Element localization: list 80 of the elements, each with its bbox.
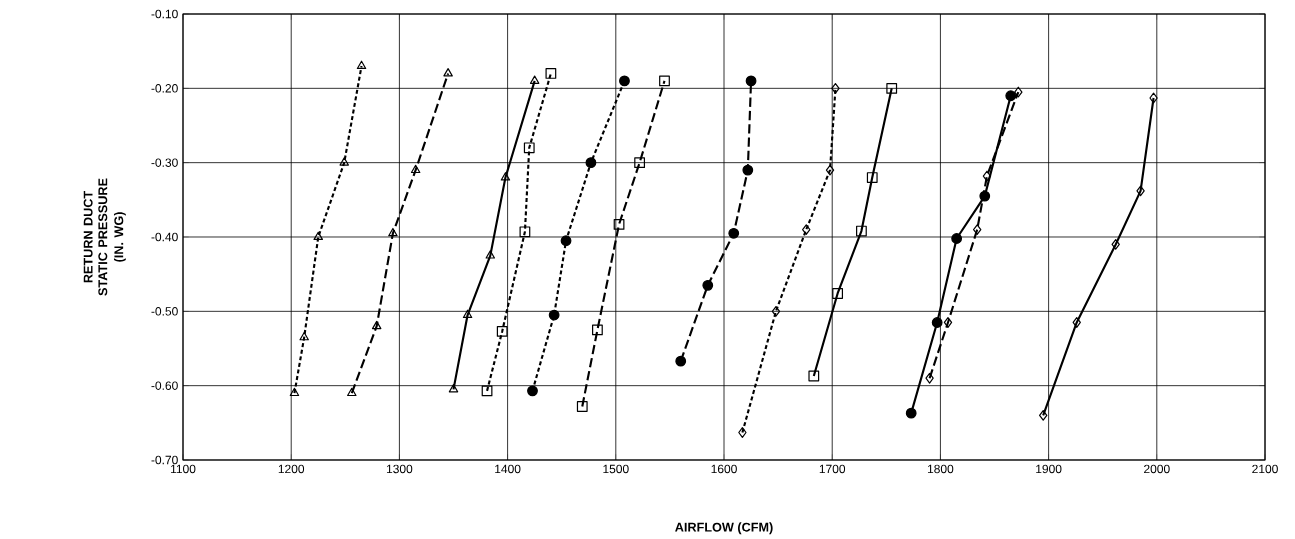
point	[742, 164, 754, 176]
point	[548, 309, 560, 321]
y-axis-title: RETURN DUCT STATIC PRESSURE (IN. WG)	[83, 178, 126, 296]
point	[1111, 239, 1120, 250]
y-tick-label: -0.30	[151, 158, 178, 167]
point	[982, 170, 992, 182]
point	[659, 75, 670, 87]
point	[560, 235, 572, 247]
point	[585, 157, 597, 169]
y-tick-label: -0.60	[151, 381, 178, 390]
point	[619, 75, 630, 87]
x-tick-label: 1300	[386, 464, 413, 474]
point	[831, 82, 840, 94]
point	[527, 385, 538, 397]
point	[745, 75, 757, 87]
point	[545, 68, 557, 79]
point	[1072, 317, 1081, 328]
x-tick-label: 2100	[1252, 464, 1278, 474]
point	[675, 355, 687, 367]
x-tick-label: 1800	[927, 464, 954, 474]
point	[825, 164, 835, 176]
point	[339, 157, 349, 166]
point	[500, 172, 511, 181]
point	[613, 218, 625, 230]
point	[1014, 86, 1023, 98]
x-tick-label: 1700	[819, 464, 846, 474]
point	[1149, 92, 1158, 104]
x-axis-title: AIRFLOW (CFM)	[675, 522, 773, 535]
point	[832, 288, 844, 299]
point	[410, 164, 421, 174]
point	[448, 383, 459, 393]
point	[347, 387, 357, 397]
point	[462, 309, 473, 319]
y-tick-label: -0.50	[151, 307, 178, 316]
point	[931, 317, 943, 328]
point	[925, 372, 934, 384]
point	[523, 142, 535, 154]
y-tick-label: -0.20	[151, 84, 178, 93]
point	[905, 407, 917, 419]
point	[1005, 90, 1017, 102]
point	[951, 233, 963, 244]
point	[1136, 185, 1145, 197]
x-tick-label: 2000	[1144, 464, 1170, 474]
x-tick-label: 1600	[711, 464, 737, 474]
point	[576, 401, 588, 412]
point	[356, 60, 367, 70]
point	[808, 370, 820, 382]
x-tick-label: 1200	[278, 464, 305, 474]
point	[388, 227, 398, 237]
point	[702, 279, 714, 291]
point	[313, 231, 324, 240]
x-tick-label: 1900	[1036, 464, 1062, 474]
point	[299, 331, 309, 341]
point	[973, 224, 982, 235]
point	[481, 385, 493, 397]
point	[856, 225, 867, 237]
point	[943, 317, 953, 328]
point	[979, 190, 991, 202]
y-tick-label: -0.70	[151, 455, 178, 465]
y-tick-label: -0.10	[151, 9, 178, 19]
point	[592, 324, 603, 336]
point	[496, 326, 508, 337]
point	[886, 82, 898, 94]
point	[771, 305, 781, 317]
point	[289, 387, 300, 397]
x-tick-label: 1400	[495, 464, 521, 474]
point	[371, 320, 382, 330]
point	[529, 75, 540, 84]
x-tick-label: 1100	[171, 464, 196, 474]
point	[866, 172, 878, 183]
point	[1039, 410, 1048, 421]
point	[634, 157, 646, 169]
point	[519, 226, 531, 238]
point	[802, 224, 811, 235]
point	[443, 68, 453, 77]
point	[485, 250, 496, 259]
point	[738, 427, 747, 438]
x-tick-label: 1500	[603, 464, 629, 474]
point	[728, 227, 740, 239]
y-tick-label: -0.40	[151, 232, 178, 242]
